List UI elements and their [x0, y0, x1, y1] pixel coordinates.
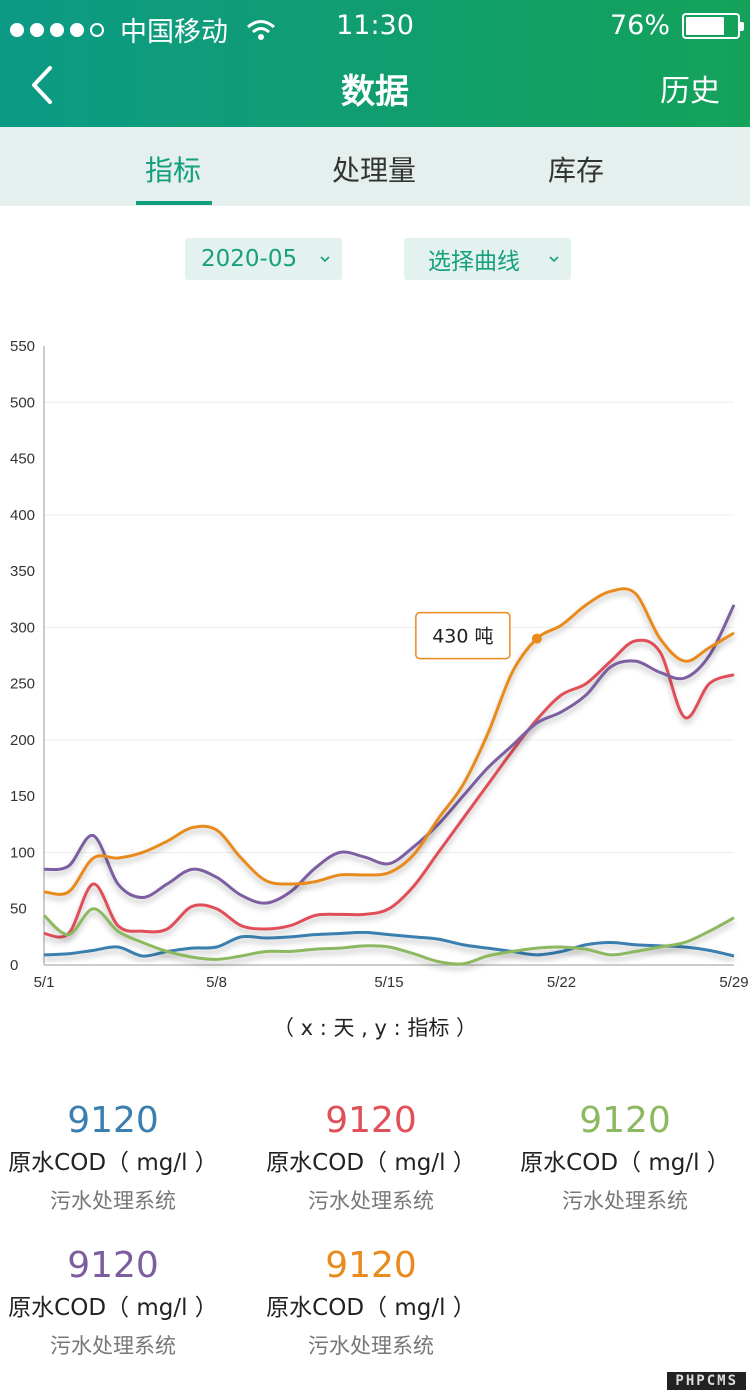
- series-line-4: [43, 604, 736, 905]
- tooltip-point: [531, 633, 542, 644]
- stat-card: 9120 原水COD（ mg/l ） 污水处理系统: [246, 1100, 496, 1215]
- stat-sub: 污水处理系统: [50, 1334, 176, 1358]
- stat-sub: 污水处理系统: [50, 1189, 176, 1213]
- curve-dropdown[interactable]: 选择曲线: [404, 238, 571, 280]
- month-dropdown-label: 2020-05: [201, 246, 298, 272]
- signal-dot-icon: [70, 22, 84, 37]
- chevron-down-icon: [320, 256, 330, 263]
- stat-card: 9120 原水COD（ mg/l ） 污水处理系统: [0, 1245, 238, 1360]
- stat-value: 9120: [325, 1100, 417, 1141]
- battery-percent: 76%: [609, 10, 670, 41]
- signal-carrier: 中国移动: [10, 10, 276, 49]
- curve-dropdown-label: 选择曲线: [428, 249, 520, 275]
- stat-label: 原水COD（ mg/l ）: [8, 1295, 218, 1321]
- chevron-down-icon: [549, 256, 559, 263]
- y-tick-label: 100: [10, 844, 35, 861]
- y-tick-label: 400: [10, 507, 35, 524]
- page-title: 数据: [341, 72, 409, 112]
- series-line-5: [43, 587, 735, 896]
- tab-bar: 指标 处理量 库存: [0, 127, 750, 206]
- y-tick-label: 50: [10, 901, 27, 918]
- signal-dot-icon: [10, 22, 24, 37]
- history-button[interactable]: 历史: [660, 74, 720, 109]
- chart-tooltip: 430 吨: [415, 611, 542, 660]
- stat-value: 9120: [579, 1100, 671, 1141]
- line-chart: 0 50 100 150 200 250 300 350 400 450 500 550 5/1 5/8 5…: [10, 338, 749, 991]
- x-tick-label: 5/22: [547, 974, 576, 991]
- y-tick-label: 550: [10, 338, 35, 355]
- tab-indicators[interactable]: 指标: [144, 154, 201, 187]
- chart-series: [42, 587, 736, 966]
- stat-sub: 污水处理系统: [308, 1189, 434, 1213]
- signal-dot-icon: [50, 22, 64, 37]
- nav-bar: 数据 历史: [0, 52, 750, 122]
- app-header: 中国移动 11:30 76% 数据 历史: [0, 0, 750, 127]
- series-line-1: [43, 930, 735, 958]
- stat-value: 9120: [67, 1245, 159, 1286]
- battery-icon: [682, 12, 744, 39]
- battery-status: 76%: [609, 10, 744, 41]
- y-tick-label: 350: [10, 563, 35, 580]
- tab-throughput[interactable]: 处理量: [331, 154, 416, 187]
- watermark: PHPCMS: [667, 1372, 746, 1390]
- series-line-2: [43, 638, 735, 939]
- y-tick-label: 250: [10, 676, 35, 693]
- y-tick-label: 500: [10, 394, 35, 411]
- y-tick-label: 450: [10, 451, 35, 468]
- carrier-name: 中国移动: [120, 17, 228, 48]
- status-time: 11:30: [336, 10, 414, 41]
- stat-sub: 污水处理系统: [308, 1334, 434, 1358]
- stat-label: 原水COD（ mg/l ）: [520, 1150, 730, 1176]
- x-tick-label: 5/8: [206, 974, 227, 991]
- stat-label: 原水COD（ mg/l ）: [8, 1150, 218, 1176]
- chart-ticks: 0 50 100 150 200 250 300 350 400 450 500 550 5/1 5/8 5…: [10, 338, 749, 991]
- x-tick-label: 5/29: [719, 974, 748, 991]
- chart-caption: （ x : 天 , y : 指标 ）: [272, 1016, 478, 1040]
- stat-label: 原水COD（ mg/l ）: [266, 1295, 476, 1321]
- tooltip-box: [415, 611, 511, 660]
- signal-dot-icon: [30, 22, 44, 37]
- stat-value: 9120: [325, 1245, 417, 1286]
- series-line-3: [42, 907, 735, 966]
- month-dropdown[interactable]: 2020-05: [185, 238, 342, 280]
- stat-card: 9120 原水COD（ mg/l ） 污水处理系统: [0, 1100, 238, 1215]
- active-tab-indicator: [136, 201, 212, 205]
- x-tick-label: 5/15: [374, 974, 403, 991]
- stat-card: 9120 原水COD（ mg/l ） 污水处理系统: [246, 1245, 496, 1360]
- wifi-icon: [247, 19, 275, 40]
- stat-card: 9120 原水COD（ mg/l ） 污水处理系统: [500, 1100, 750, 1215]
- chart-grid: [43, 346, 734, 966]
- y-tick-label: 200: [10, 732, 35, 749]
- stat-value: 9120: [67, 1100, 159, 1141]
- y-tick-label: 300: [10, 619, 35, 636]
- x-tick-label: 5/1: [34, 974, 55, 991]
- stat-sub: 污水处理系统: [562, 1189, 688, 1213]
- y-tick-label: 150: [10, 788, 35, 805]
- y-tick-label: 0: [10, 957, 18, 974]
- signal-dot-empty-icon: [90, 22, 104, 37]
- back-arrow-icon[interactable]: [26, 62, 60, 108]
- stat-label: 原水COD（ mg/l ）: [266, 1150, 476, 1176]
- tooltip-text: 430 吨: [432, 626, 493, 648]
- status-bar: 中国移动 11:30 76%: [0, 0, 750, 50]
- tab-inventory[interactable]: 库存: [547, 154, 604, 187]
